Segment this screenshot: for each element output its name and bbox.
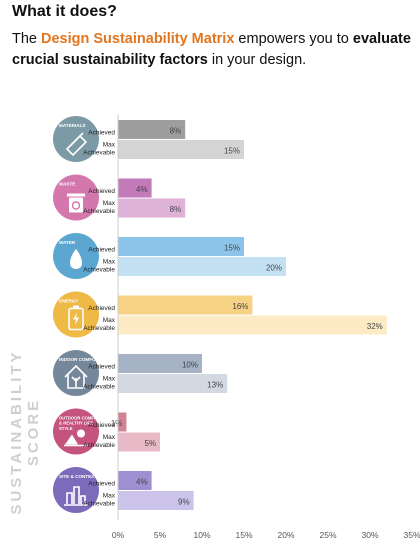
outdoor-comfort-healthy-life-style-category-label: & HEALTHY LIFE	[59, 421, 93, 426]
outdoor-comfort-healthy-life-style-achieved-label: Achieved	[88, 422, 115, 429]
materials-achieved-value: 8%	[170, 127, 182, 136]
energy-max-value: 32%	[367, 322, 383, 331]
product-name: Design Sustainability Matrix	[41, 31, 235, 47]
waste-achieved-bar	[118, 178, 152, 198]
site-context-achieved-bar	[118, 471, 152, 490]
site-context-max-value: 9%	[178, 498, 190, 507]
waste-max-value: 8%	[170, 205, 182, 214]
outdoor-comfort-healthy-life-style-max-value: 5%	[144, 439, 156, 448]
outdoor-comfort-healthy-life-style-achieved-value: 1%	[111, 419, 123, 428]
outdoor-comfort-healthy-life-style-max-label: Max	[103, 434, 116, 441]
energy-achieved-bar	[118, 295, 253, 315]
indoor-comfort-max-bar	[118, 374, 228, 393]
materials-achieved-bar	[118, 120, 186, 139]
building-materials-icon	[65, 132, 88, 157]
energy-category-label: ENERGY	[59, 299, 78, 304]
section-heading: What it does?	[12, 3, 117, 20]
outdoor-scene-icon	[64, 429, 88, 447]
indoor-comfort-achieved-label: Achieved	[88, 364, 115, 371]
x-tick-label: 30%	[361, 530, 378, 540]
indoor-comfort-max-label-2: Achievable	[83, 384, 115, 391]
waste-max-label: Max	[103, 200, 116, 207]
indoor-comfort-achieved-value: 10%	[182, 361, 198, 370]
outdoor-comfort-healthy-life-style-max-bar	[118, 432, 160, 452]
energy-achieved-label: Achieved	[88, 305, 115, 312]
site-context-category-label: SITE & CONTEXT	[59, 474, 97, 479]
energy-achieved-value: 16%	[232, 302, 248, 311]
x-tick-label: 15%	[235, 530, 252, 540]
battery-bolt-icon	[68, 305, 84, 331]
site-context-max-bar	[118, 491, 194, 510]
site-context-max-label: Max	[103, 493, 116, 500]
waste-max-label-2: Achievable	[83, 208, 115, 215]
water-category-label: WATER	[59, 240, 76, 245]
water-achieved-bar	[118, 237, 244, 256]
site-context-max-label-2: Achievable	[83, 501, 115, 508]
water-max-label: Max	[103, 259, 116, 266]
materials-category-label: MATERIALS	[59, 123, 85, 128]
intro-part3: in your design.	[207, 52, 307, 68]
materials-max-bar	[118, 140, 244, 159]
water-max-value: 20%	[266, 264, 282, 273]
site-context-achieved-value: 4%	[136, 478, 148, 487]
materials-max-label: Max	[103, 142, 116, 149]
x-tick-label: 20%	[277, 530, 294, 540]
recycle-bin-icon	[67, 193, 85, 213]
sustainability-bar-chart: MATERIALS8%15%AchievedMaxAchievableWASTE…	[53, 114, 420, 540]
x-tick-label: 10%	[193, 530, 210, 540]
site-context-achieved-label: Achieved	[88, 481, 115, 488]
water-achieved-value: 15%	[224, 244, 240, 253]
water-drop-icon	[70, 249, 82, 269]
outdoor-comfort-healthy-life-style-max-label-2: Achievable	[83, 442, 115, 449]
waste-achieved-value: 4%	[136, 185, 148, 194]
indoor-comfort-category-label: INDOOR COMFORT	[59, 357, 102, 362]
indoor-comfort-max-value: 13%	[207, 381, 223, 390]
outdoor-comfort-healthy-life-style-category-label: STYLE	[59, 426, 73, 431]
x-tick-label: 5%	[154, 530, 167, 540]
x-tick-label: 25%	[319, 530, 336, 540]
outdoor-comfort-healthy-life-style-icon-circle	[53, 408, 99, 455]
site-context-icon-circle	[53, 467, 99, 513]
energy-max-label-2: Achievable	[83, 325, 115, 332]
water-max-bar	[118, 257, 286, 276]
outdoor-comfort-healthy-life-style-category-label: OUTDOOR COMFORT	[59, 416, 103, 421]
materials-achieved-label: Achieved	[88, 130, 115, 137]
water-achieved-label: Achieved	[88, 247, 115, 254]
x-tick-label: 35%	[403, 530, 420, 540]
indoor-comfort-max-label: Max	[103, 376, 116, 383]
indoor-comfort-achieved-bar	[118, 354, 202, 373]
waste-category-label: WASTE	[59, 182, 75, 187]
outdoor-comfort-healthy-life-style-achieved-bar	[118, 412, 127, 432]
materials-max-label-2: Achievable	[83, 150, 115, 157]
energy-max-label: Max	[103, 317, 116, 324]
intro-emphasis: evaluate crucial sustainability factors	[12, 31, 411, 68]
intro-text: The Design Sustainability Matrix empower…	[12, 29, 412, 71]
materials-max-value: 15%	[224, 147, 240, 156]
x-tick-label: 0%	[112, 530, 125, 540]
intro-part1: The	[12, 31, 42, 47]
waste-achieved-label: Achieved	[88, 188, 115, 195]
waste-max-bar	[118, 198, 186, 218]
energy-max-bar	[118, 315, 387, 335]
site-context-icon	[64, 486, 88, 506]
indoor-comfort-icon-circle	[53, 350, 99, 396]
house-icon	[64, 364, 88, 389]
intro-part2: empowers you to	[234, 31, 353, 47]
water-max-label-2: Achievable	[83, 267, 115, 274]
